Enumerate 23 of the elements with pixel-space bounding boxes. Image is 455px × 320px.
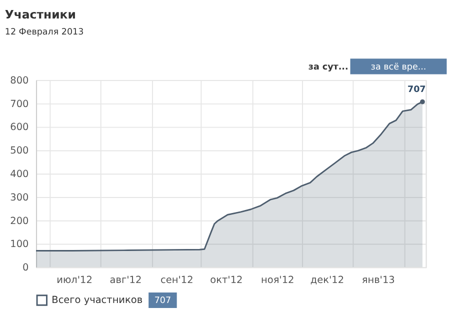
y-tick-label: 700 <box>10 98 29 110</box>
y-tick-label: 800 <box>10 75 29 86</box>
x-tick-label: ноя'12 <box>261 275 294 286</box>
x-tick-label: сен'12 <box>160 275 194 286</box>
x-tick-label: авг'12 <box>110 275 142 286</box>
text: за сут... <box>308 62 348 72</box>
chart-title: Участники <box>4 8 76 22</box>
text: за всё вре... <box>370 62 426 72</box>
chart-subtitle: 12 Февраля 2013 <box>4 27 84 38</box>
legend-label: Всего участников <box>52 295 143 306</box>
x-tick-label: июл'12 <box>56 275 92 286</box>
x-tick-label: окт'12 <box>210 275 243 286</box>
text: 707 <box>154 296 172 306</box>
x-tick-label: дек'12 <box>310 275 344 286</box>
y-tick-label: 100 <box>10 239 29 250</box>
y-tick-label: 200 <box>10 216 29 227</box>
y-tick-label: 600 <box>10 122 29 134</box>
y-tick-label: 500 <box>10 146 29 157</box>
y-tick-label: 400 <box>10 169 29 180</box>
annotation: 707 <box>407 85 426 96</box>
x-tick-label: янв'13 <box>362 275 395 286</box>
y-tick-label: 0 <box>22 262 29 274</box>
y-tick-label: 300 <box>10 192 29 204</box>
